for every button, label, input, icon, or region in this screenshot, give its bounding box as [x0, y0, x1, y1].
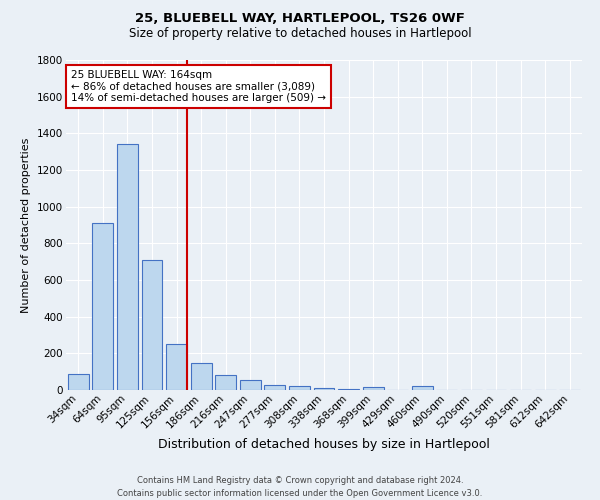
X-axis label: Distribution of detached houses by size in Hartlepool: Distribution of detached houses by size … [158, 438, 490, 451]
Text: Size of property relative to detached houses in Hartlepool: Size of property relative to detached ho… [128, 28, 472, 40]
Y-axis label: Number of detached properties: Number of detached properties [22, 138, 31, 312]
Text: Contains HM Land Registry data © Crown copyright and database right 2024.
Contai: Contains HM Land Registry data © Crown c… [118, 476, 482, 498]
Bar [240, 380, 261, 390]
Bar [215, 376, 236, 390]
Bar [314, 388, 334, 390]
Bar [362, 387, 383, 390]
Bar [412, 386, 433, 390]
Text: 25 BLUEBELL WAY: 164sqm
← 86% of detached houses are smaller (3,089)
14% of semi: 25 BLUEBELL WAY: 164sqm ← 86% of detache… [71, 70, 326, 103]
Bar [191, 362, 212, 390]
Text: 25, BLUEBELL WAY, HARTLEPOOL, TS26 0WF: 25, BLUEBELL WAY, HARTLEPOOL, TS26 0WF [135, 12, 465, 26]
Bar [265, 384, 286, 390]
Bar [166, 344, 187, 390]
Bar [289, 386, 310, 390]
Bar [338, 388, 359, 390]
Bar [117, 144, 138, 390]
Bar [68, 374, 89, 390]
Bar [142, 260, 163, 390]
Bar [92, 223, 113, 390]
